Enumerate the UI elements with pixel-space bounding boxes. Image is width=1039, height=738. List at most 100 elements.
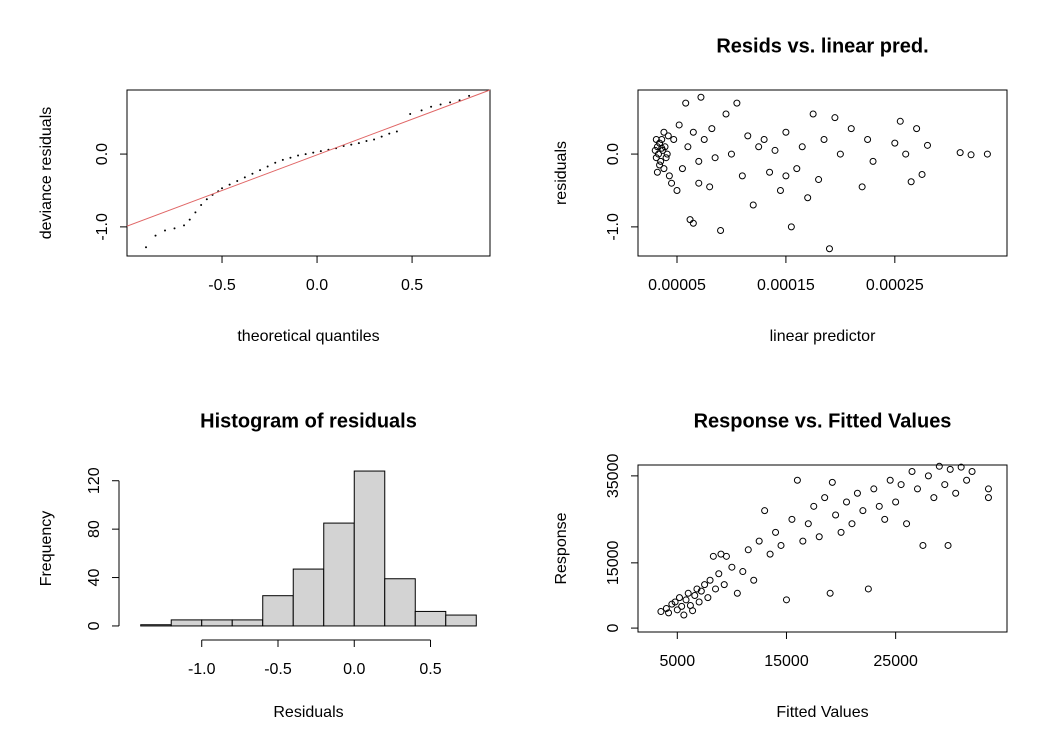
point xyxy=(689,219,697,227)
point xyxy=(749,201,757,209)
point xyxy=(897,481,905,489)
point xyxy=(799,537,807,545)
point xyxy=(907,178,915,186)
point xyxy=(409,113,412,116)
point xyxy=(657,157,665,165)
x-tick-label: 0.00005 xyxy=(648,277,706,294)
point xyxy=(665,609,673,617)
x-tick-label: 0.5 xyxy=(419,661,441,678)
point xyxy=(722,552,730,560)
x-tick-label: 0.0 xyxy=(306,277,328,294)
point xyxy=(395,130,398,133)
point xyxy=(720,581,728,589)
point xyxy=(983,150,991,158)
point xyxy=(259,169,262,172)
bar xyxy=(292,568,325,627)
point xyxy=(662,154,670,162)
point xyxy=(468,94,471,97)
x-tick-label: -0.5 xyxy=(264,661,292,678)
point xyxy=(706,576,714,584)
point xyxy=(793,476,801,484)
point xyxy=(665,172,673,180)
chart-title: Resids vs. linear pred. xyxy=(716,35,928,57)
point xyxy=(967,151,975,159)
bar xyxy=(201,619,233,627)
y-tick-label: 15000 xyxy=(605,541,622,586)
point xyxy=(771,146,779,154)
point xyxy=(693,585,701,593)
point xyxy=(658,136,666,144)
point xyxy=(913,125,921,133)
point xyxy=(913,485,921,493)
point xyxy=(695,157,703,165)
point xyxy=(661,143,669,151)
point xyxy=(684,143,692,151)
plot-frame xyxy=(637,464,1008,633)
point xyxy=(828,478,836,486)
y-tick-label: 0.0 xyxy=(94,143,111,165)
point xyxy=(804,194,812,202)
y-tick-label: -1.0 xyxy=(605,213,622,241)
point xyxy=(697,93,705,101)
bar xyxy=(170,619,203,627)
point xyxy=(923,141,931,149)
panel: 5000 15000 25000 0 15000 35000 Response vs. Fi… xyxy=(553,410,1008,721)
point xyxy=(164,229,167,232)
point xyxy=(304,153,307,156)
point xyxy=(660,128,668,136)
point xyxy=(896,117,904,125)
x-axis-label: Fitted Values xyxy=(776,704,868,721)
point xyxy=(205,198,208,201)
point xyxy=(662,605,670,613)
point xyxy=(188,218,191,221)
point xyxy=(946,465,954,473)
point xyxy=(798,143,806,151)
point xyxy=(919,541,927,549)
chart-title: Response vs. Fitted Values xyxy=(694,410,952,432)
point xyxy=(689,128,697,136)
point xyxy=(671,598,679,606)
x-tick-label: 25000 xyxy=(873,653,918,670)
point xyxy=(660,165,668,173)
bar xyxy=(140,624,172,627)
point xyxy=(864,136,872,144)
point xyxy=(739,568,747,576)
point xyxy=(837,528,845,536)
point xyxy=(891,139,899,147)
point xyxy=(957,463,965,471)
y-tick-label: 0 xyxy=(86,621,103,630)
point xyxy=(365,139,368,142)
point xyxy=(673,606,681,614)
point xyxy=(670,136,678,144)
point xyxy=(680,611,688,619)
point xyxy=(848,520,856,528)
point xyxy=(319,150,322,153)
point xyxy=(700,136,708,144)
point xyxy=(815,176,823,184)
point xyxy=(289,156,292,159)
point xyxy=(430,105,433,108)
point xyxy=(653,168,661,176)
point xyxy=(673,186,681,194)
point xyxy=(935,462,943,470)
point xyxy=(701,581,709,589)
point xyxy=(373,138,376,141)
point xyxy=(194,211,197,214)
y-axis-label: Response xyxy=(553,512,570,584)
y-axis-label: residuals xyxy=(553,141,570,205)
point xyxy=(744,132,752,140)
point xyxy=(312,151,315,154)
point xyxy=(930,494,938,502)
bar xyxy=(445,614,477,627)
point xyxy=(836,150,844,158)
point xyxy=(804,520,812,528)
point xyxy=(908,468,916,476)
point xyxy=(782,172,790,180)
point xyxy=(963,476,971,484)
point xyxy=(870,485,878,493)
point xyxy=(788,515,796,523)
x-tick-label: 0.5 xyxy=(401,277,423,294)
point xyxy=(675,121,683,129)
point xyxy=(708,125,716,133)
point xyxy=(825,245,833,253)
